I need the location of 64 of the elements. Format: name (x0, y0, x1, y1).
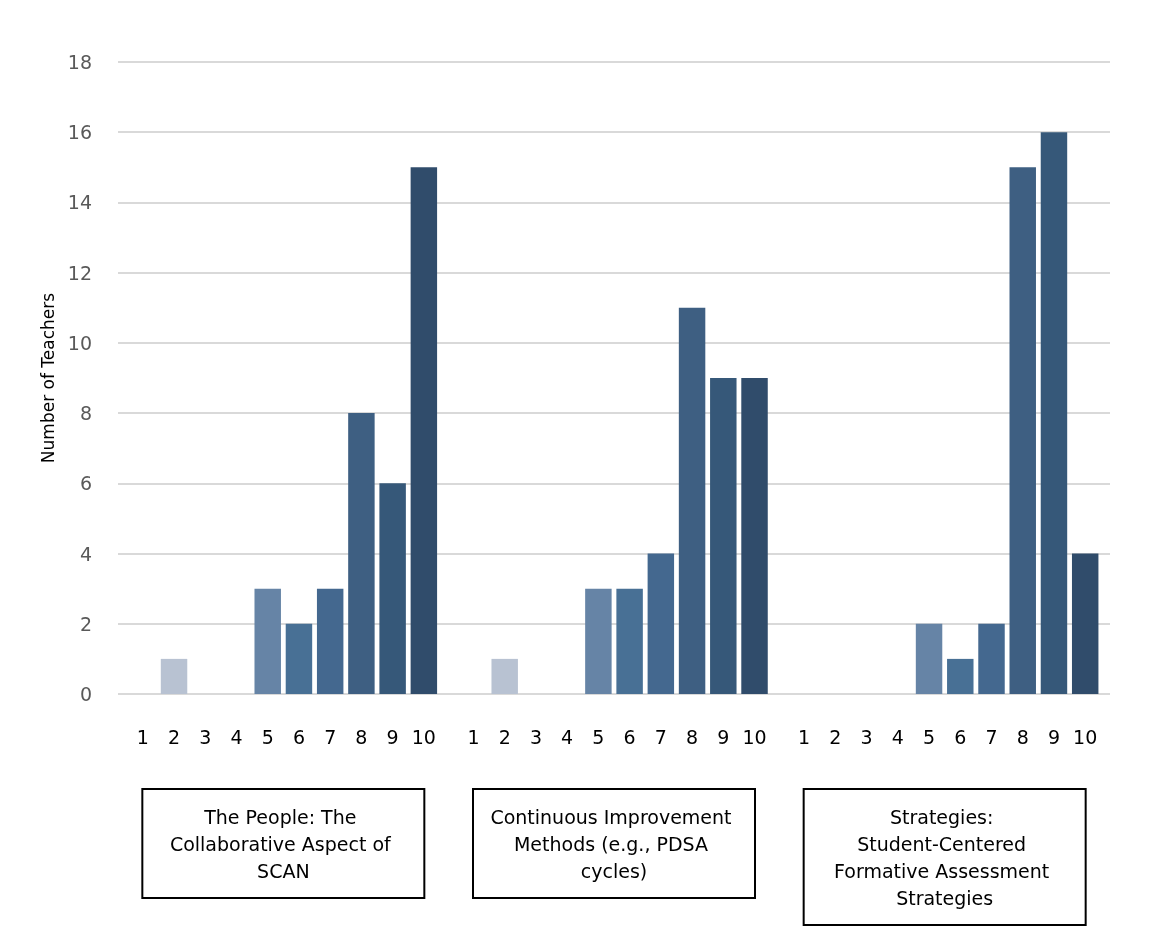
bar (285, 623, 313, 694)
text: 3 (199, 725, 212, 748)
text: 6 (954, 725, 967, 748)
text: 7 (985, 725, 998, 748)
y-axis-title: Number of Teachers (38, 292, 59, 464)
bar (710, 378, 737, 694)
y-tick-label: 18 (67, 51, 92, 73)
bar (585, 588, 612, 694)
series-label: 8 (355, 725, 368, 748)
series-label: 7 (324, 725, 337, 748)
bar (978, 623, 1005, 694)
text: 9 (1047, 725, 1061, 748)
bar (348, 413, 375, 694)
y-tick-label: 10 (67, 331, 92, 354)
text: 4 (891, 725, 904, 748)
y-tick-label: 14 (67, 191, 92, 214)
text: 2 (498, 725, 511, 748)
bar (410, 167, 438, 694)
series-label: 6 (292, 725, 305, 748)
bar (616, 588, 643, 694)
text: 6 (623, 725, 636, 748)
y-tick-label: 8 (79, 402, 92, 425)
bar (678, 307, 706, 694)
y-tick-label: 6 (79, 472, 92, 495)
series-label: 10 (411, 725, 436, 748)
text: 8 (686, 725, 699, 748)
text: 9 (717, 725, 730, 748)
text: 5 (923, 725, 936, 748)
series-label: 2 (167, 725, 181, 748)
y-tick-label: 12 (67, 261, 92, 284)
bar (741, 378, 768, 694)
bar (316, 588, 344, 694)
bar (379, 483, 406, 694)
text: 3 (529, 725, 542, 748)
bar (1071, 553, 1099, 694)
bar (647, 553, 675, 694)
y-tick-label: 4 (79, 542, 92, 565)
text: 2 (829, 725, 842, 748)
text: 1 (467, 725, 480, 748)
text: 4 (561, 725, 574, 748)
bar (160, 658, 188, 694)
x-tick-label: The People: The Collaborative Aspect of SCAN (169, 805, 397, 882)
bar (1009, 167, 1036, 694)
bar (254, 588, 281, 694)
x-tick-label: Strategies: Student-Centered Formative Assessment Strategies (834, 805, 1056, 909)
text: 10 (742, 725, 767, 748)
series-label: 5 (261, 725, 274, 748)
series-label: 9 (386, 725, 399, 748)
x-tick-label: Continuous Improvement Methods (e.g., PDSA cycles) (490, 805, 738, 882)
bar (491, 658, 518, 694)
text: 3 (860, 725, 873, 748)
y-tick-label: 16 (67, 121, 92, 144)
text: 7 (654, 725, 667, 748)
text: 5 (592, 725, 605, 748)
text: 1 (798, 725, 811, 748)
text: 8 (1016, 725, 1029, 748)
bar (915, 623, 943, 694)
y-tick-label: 2 (79, 612, 92, 635)
text: 1 (136, 725, 149, 748)
bar (947, 658, 974, 694)
text: 4 (230, 725, 243, 748)
text: 10 (1073, 725, 1098, 748)
bar (1040, 132, 1068, 694)
y-tick-label: 0 (79, 683, 92, 705)
